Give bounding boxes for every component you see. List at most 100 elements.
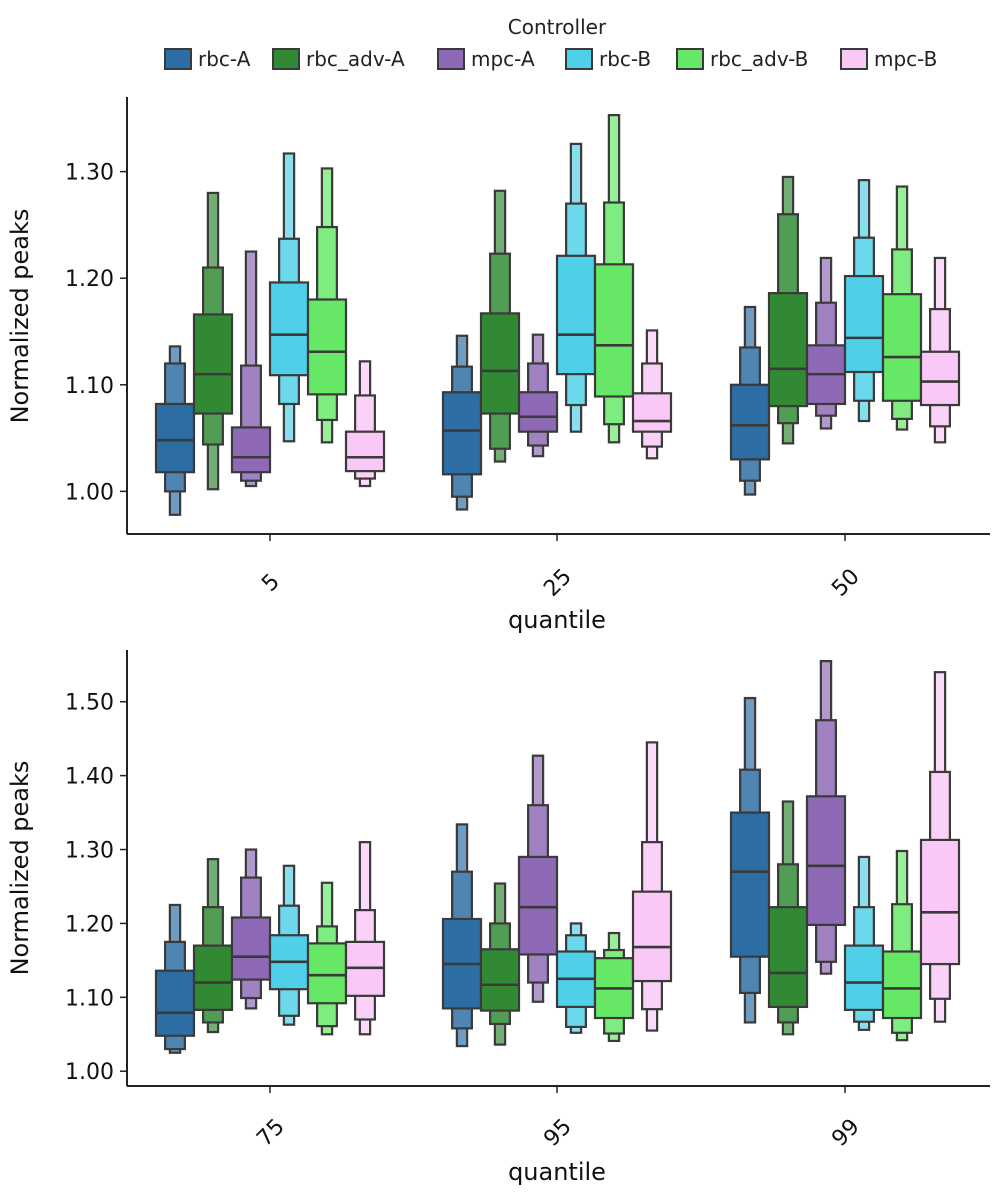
legend-item-rbc-b: rbc-B — [565, 47, 651, 71]
box-mpc-b-q95 — [631, 741, 673, 1032]
box-rbc-b-q99 — [843, 855, 885, 1031]
letter-value-level-1 — [479, 312, 521, 415]
letter-value-level-1 — [729, 811, 771, 958]
letter-value-level-1 — [881, 293, 923, 402]
box-rbc-a-q99 — [729, 696, 771, 1024]
letter-value-level-1 — [555, 254, 597, 376]
group-99 — [729, 659, 961, 1042]
letter-value-level-1 — [805, 795, 847, 927]
letter-value-level-1 — [919, 350, 961, 407]
letter-value-level-1 — [767, 292, 809, 408]
y-tick-label: 1.10 — [65, 986, 114, 1011]
box-rbc-b-q5 — [268, 152, 310, 443]
letter-value-level-1 — [517, 855, 559, 956]
box-rbc-adv-b-q95 — [593, 931, 635, 1043]
box-rbc-adv-b-q5 — [306, 167, 348, 444]
letter-value-level-1 — [154, 969, 196, 1037]
box-mpc-b-q25 — [631, 329, 673, 460]
y-tick-label: 1.40 — [65, 765, 114, 790]
letter-value-level-1 — [230, 916, 272, 981]
group-50 — [729, 175, 961, 496]
box-rbc-a-q95 — [441, 823, 483, 1048]
box-rbc-adv-a-q99 — [767, 800, 809, 1036]
y-axis-label: Normalized peaks — [6, 209, 34, 424]
box-mpc-b-q5 — [344, 360, 386, 488]
x-tick-label-50: 50 — [827, 564, 864, 601]
letter-value-level-1 — [268, 281, 310, 377]
box-mpc-b-q50 — [919, 256, 961, 444]
letter-value-level-1 — [919, 838, 961, 966]
letter-value-level-1 — [306, 942, 348, 1005]
box-rbc-adv-a-q5 — [192, 191, 234, 491]
x-tick-label-75: 75 — [252, 1114, 289, 1151]
box-mpc-b-q99 — [919, 671, 961, 1023]
letter-value-level-1 — [843, 274, 885, 374]
letter-value-level-1 — [517, 391, 559, 433]
box-rbc-adv-b-q99 — [881, 849, 923, 1042]
box-rbc-b-q95 — [555, 922, 597, 1034]
group-5 — [154, 152, 386, 516]
y-tick-label: 1.00 — [65, 480, 114, 505]
box-rbc-adv-a-q25 — [479, 189, 521, 463]
box-rbc-adv-a-q50 — [767, 175, 809, 445]
box-mpc-a-q5 — [230, 250, 272, 488]
panel-top: 1.00 1.10 1.20 1.30 Normalized peaks 5 25 50 qua… — [6, 97, 990, 634]
legend-title: Controller — [508, 15, 607, 39]
box-rbc-a-q50 — [729, 305, 771, 496]
legend-label-rbc-b: rbc-B — [599, 47, 651, 71]
box-mpc-a-q99 — [805, 659, 847, 975]
legend-item-rbc-a: rbc-A — [164, 47, 251, 71]
legend-swatch-rbc-a — [164, 48, 192, 70]
group-95 — [441, 741, 673, 1048]
legend-item-rbc-adv-b: rbc_adv-B — [676, 47, 808, 71]
box-rbc-b-q50 — [843, 179, 885, 423]
x-axis-label: quantile — [508, 1158, 606, 1186]
letter-value-level-1 — [192, 944, 234, 1011]
letter-value-level-1 — [843, 944, 885, 1011]
box-mpc-a-q50 — [805, 256, 847, 430]
y-tick-label: 1.50 — [65, 691, 114, 716]
group-75 — [154, 841, 386, 1054]
box-rbc-adv-b-q50 — [881, 185, 923, 431]
legend-item-rbc-adv-a: rbc_adv-A — [272, 47, 405, 71]
letter-value-level-1 — [230, 426, 272, 474]
box-mpc-b-q75 — [344, 841, 386, 1036]
group-25 — [441, 114, 673, 511]
y-tick-label: 1.30 — [65, 161, 114, 186]
box-rbc-a-q25 — [441, 334, 483, 511]
legend-label-mpc-a: mpc-A — [471, 47, 535, 71]
box-rbc-adv-b-q25 — [593, 114, 635, 444]
x-tick-label-95: 95 — [539, 1114, 576, 1151]
legend-label-rbc-adv-b: rbc_adv-B — [710, 47, 808, 71]
box-rbc-adv-a-q95 — [479, 882, 521, 1046]
y-axis-label: Normalized peaks — [6, 761, 34, 976]
letter-value-level-1 — [154, 402, 196, 474]
box-rbc-b-q25 — [555, 142, 597, 433]
letter-value-level-1 — [441, 391, 483, 476]
legend-item-mpc-a: mpc-A — [437, 47, 535, 71]
legend-item-mpc-b: mpc-B — [840, 47, 937, 71]
y-tick-label: 1.20 — [65, 912, 114, 937]
legend-label-rbc-adv-a: rbc_adv-A — [306, 47, 405, 71]
letter-value-level-1 — [631, 890, 673, 983]
y-tick-label: 1.10 — [65, 374, 114, 399]
box-rbc-b-q75 — [268, 864, 310, 1026]
x-tick-label-99: 99 — [827, 1114, 864, 1151]
y-tick-label: 1.00 — [65, 1060, 114, 1085]
box-mpc-a-q25 — [517, 333, 559, 458]
legend-swatch-mpc-b — [840, 48, 868, 70]
y-tick-label: 1.20 — [65, 267, 114, 292]
letter-value-level-1 — [344, 430, 386, 473]
legend-swatch-rbc-adv-a — [272, 48, 300, 70]
letter-value-level-1 — [593, 263, 635, 398]
box-mpc-a-q95 — [517, 754, 559, 1003]
legend-swatch-rbc-adv-b — [676, 48, 704, 70]
box-rbc-adv-b-q75 — [306, 881, 348, 1036]
box-mpc-a-q75 — [230, 848, 272, 1010]
x-tick-label-5: 5 — [257, 569, 285, 597]
x-tick-label-25: 25 — [539, 564, 576, 601]
legend-label-mpc-b: mpc-B — [874, 47, 937, 71]
letter-value-level-1 — [306, 298, 348, 396]
letter-value-level-1 — [729, 383, 771, 461]
